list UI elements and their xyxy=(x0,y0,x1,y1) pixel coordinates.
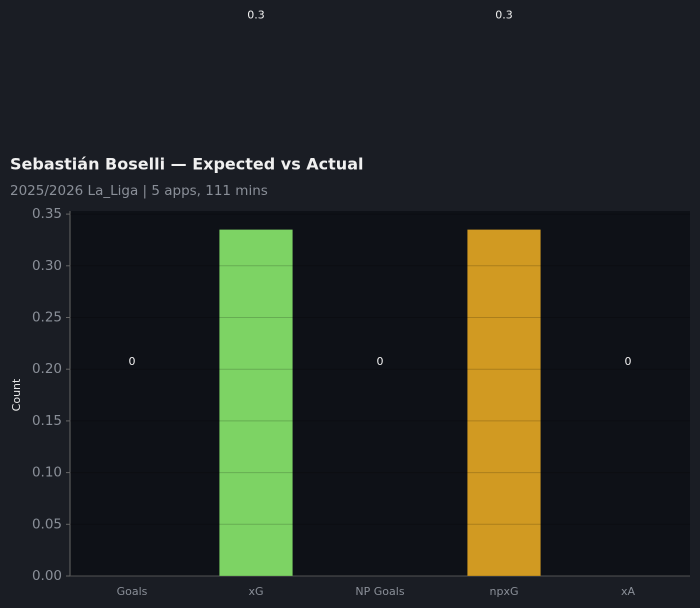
chart-subtitle: 2025/2026 La_Liga | 5 apps, 111 mins xyxy=(10,183,268,199)
y-tick-label: 0.25 xyxy=(32,310,62,326)
x-tick-label: NP Goals xyxy=(355,585,404,598)
y-tick-label: 0.10 xyxy=(32,465,62,481)
y-axis-label: Count xyxy=(10,378,23,411)
y-tick-label: 0.35 xyxy=(32,206,62,222)
x-tick-label: xA xyxy=(621,585,636,598)
bar xyxy=(219,229,293,577)
x-tick-label: Goals xyxy=(117,585,148,598)
value-label: 0 xyxy=(129,355,136,368)
plot-area xyxy=(70,211,690,576)
value-label: 0.3 xyxy=(495,9,513,22)
x-tick-label: npxG xyxy=(490,585,519,598)
y-tick-label: 0.00 xyxy=(32,568,62,584)
x-tick-label: xG xyxy=(248,585,263,598)
value-label: 0.3 xyxy=(247,9,265,22)
y-tick-label: 0.30 xyxy=(32,258,62,274)
chart-title: Sebastián Boselli — Expected vs Actual xyxy=(10,155,363,174)
value-label: 0 xyxy=(377,355,384,368)
y-tick-label: 0.05 xyxy=(32,516,62,532)
bar xyxy=(467,229,541,577)
value-label: 0 xyxy=(625,355,632,368)
y-tick-label: 0.15 xyxy=(32,413,62,429)
y-tick-label: 0.20 xyxy=(32,361,62,377)
